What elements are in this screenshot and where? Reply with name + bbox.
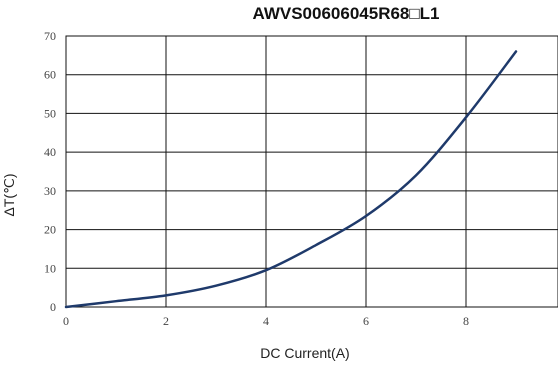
x-tick-label: 6 [363,314,369,328]
y-tick-label: 0 [50,300,56,314]
y-axis-label: ΔT(℃) [1,174,17,217]
plot-frame [65,35,558,308]
y-tick-label: 70 [44,29,56,43]
grid-lines [65,35,558,308]
y-tick-label: 10 [44,261,56,275]
x-tick-labels: 0 2 4 6 8 [63,314,469,328]
y-tick-label: 50 [44,106,56,120]
x-tick-label: 4 [263,314,269,328]
y-tick-labels: 0 10 20 30 40 50 60 70 [44,29,56,314]
series-line [64,50,518,309]
y-tick-label: 60 [44,68,56,82]
x-tick-label: 2 [163,314,169,328]
y-tick-label: 30 [44,184,56,198]
x-tick-label: 8 [463,314,469,328]
x-axis-label: DC Current(A) [260,345,349,361]
x-tick-label: 0 [63,314,69,328]
chart-title: AWVS00606045R68□L1 [253,4,440,23]
y-tick-label: 20 [44,223,56,237]
data-series [64,50,518,309]
y-tick-label: 40 [44,145,56,159]
